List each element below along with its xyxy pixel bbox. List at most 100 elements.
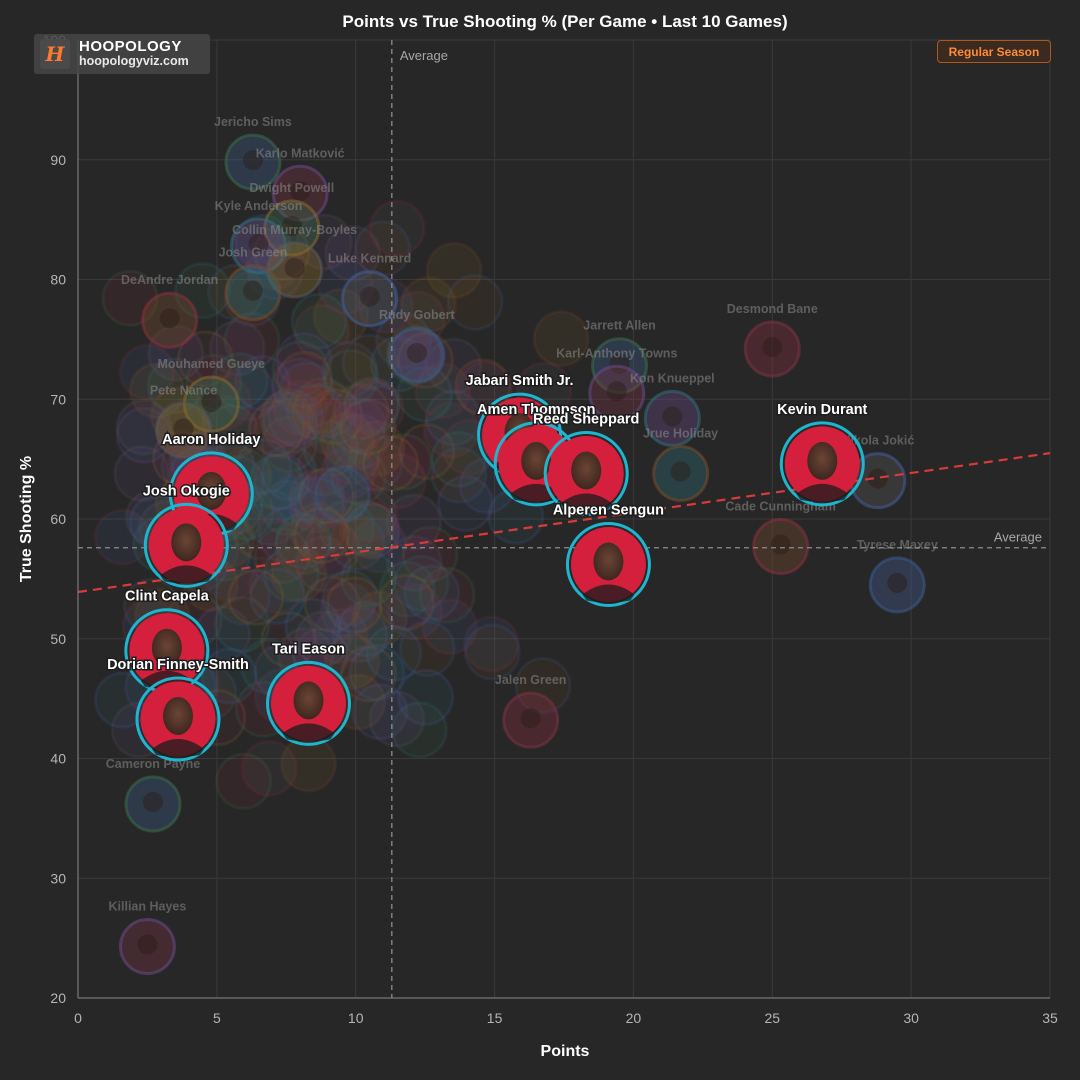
cloud-dot: [351, 683, 409, 741]
cloud-dot: [365, 624, 423, 682]
player-headshot-icon: [807, 441, 838, 480]
player-point: [868, 556, 926, 614]
cloud-dot: [223, 311, 281, 369]
cloud-dot: [321, 341, 379, 399]
cloud-dot: [302, 420, 360, 478]
cloud-dot: [260, 415, 318, 473]
player-label: Tyrese Maxey: [857, 538, 938, 552]
logo-name: HOOPOLOGY: [79, 38, 182, 55]
player-point: [643, 389, 701, 447]
player-headshot-icon: [242, 280, 263, 301]
highlighted-player-point: Tari Eason: [266, 640, 352, 746]
jersey-icon: [160, 565, 213, 584]
cloud-dot: [368, 690, 426, 748]
cloud-dot: [211, 352, 269, 410]
cloud-dot: [436, 475, 494, 533]
cloud-dot: [248, 399, 306, 457]
cloud-dot: [234, 354, 292, 412]
cloud-dot: [271, 340, 329, 398]
player-headshot-icon: [606, 381, 627, 402]
player-label: Jericho Sims: [214, 115, 292, 129]
player-headshot-icon: [242, 150, 263, 171]
cloud-dot: [328, 513, 386, 571]
highlighted-player-point: Josh Okogie: [141, 482, 231, 588]
cloud-dot: [269, 471, 327, 529]
y-tick-label: 50: [50, 631, 66, 647]
cloud-dot: [303, 575, 361, 633]
x-tick-label: 30: [903, 1010, 919, 1026]
player-point: [224, 133, 282, 191]
player-point: [652, 444, 710, 502]
player-headshot-icon: [770, 534, 791, 555]
highlighted-player-label: Kevin Durant: [777, 402, 867, 418]
highlighted-player-label: Reed Sheppard: [533, 411, 639, 427]
cloud-dot: [294, 535, 352, 593]
highlight-ring: [143, 502, 229, 588]
player-headshot-icon: [293, 681, 324, 720]
player-point: [743, 320, 801, 378]
highlighted-player-point: Alperen Sengun: [551, 501, 666, 608]
season-badge[interactable]: Regular Season: [937, 40, 1051, 63]
player-label: Kyle Anderson: [215, 199, 303, 213]
cloud-dot: [296, 439, 354, 497]
player-point: [271, 164, 329, 222]
cloud-dot: [330, 412, 388, 470]
cloud-dot: [297, 467, 355, 525]
trendline: [78, 452, 1050, 594]
player-headshot-icon: [593, 542, 624, 581]
player-headshot-icon: [571, 451, 602, 490]
cloud-dot: [300, 380, 358, 438]
cloud-dot: [232, 503, 290, 561]
player-point: [118, 918, 176, 976]
cloud-dot: [293, 506, 351, 564]
player-point: [263, 199, 321, 257]
cloud-dot: [314, 464, 372, 522]
chart-title: Points vs True Shooting % (Per Game • La…: [342, 12, 787, 31]
cloud-dot: [274, 518, 332, 576]
cloud-dot: [253, 402, 311, 460]
cloud-dot: [286, 382, 344, 440]
jersey-icon: [796, 483, 849, 502]
player-point: [588, 364, 646, 422]
cloud-dot: [321, 569, 379, 627]
cloud-dot: [343, 376, 401, 434]
jersey-icon: [282, 723, 335, 742]
cloud-dot: [331, 605, 389, 663]
cloud-dot: [347, 380, 405, 438]
player-headshot-icon: [867, 468, 888, 489]
player-label: Jarrett Allen: [583, 319, 655, 333]
player-headshot-icon: [142, 792, 163, 813]
cloud-dot: [240, 739, 298, 797]
cloud-dot: [253, 527, 311, 585]
cloud-dot: [293, 303, 351, 361]
cloud-dot: [342, 501, 400, 559]
player-point: [388, 326, 446, 384]
player-headshot-icon: [173, 418, 194, 439]
cloud-dot: [304, 399, 362, 457]
highlight-ring: [565, 522, 651, 608]
x-tick-label: 0: [74, 1010, 82, 1026]
cloud-dot: [398, 423, 456, 481]
highlight-ring: [266, 660, 352, 746]
cloud-dot: [386, 328, 444, 386]
cloud-dot: [390, 701, 448, 759]
cloud-dot: [214, 568, 272, 626]
player-label: Mouhamed Gueye: [157, 357, 265, 371]
highlighted-player-point: Reed Sheppard: [532, 410, 641, 516]
player-headshot-icon: [359, 286, 380, 307]
player-label: Desmond Bane: [727, 302, 818, 316]
cloud-dot: [322, 348, 380, 406]
cloud-dot: [261, 397, 319, 455]
cloud-dot: [113, 445, 171, 503]
player-label: DeAndre Jordan: [121, 273, 218, 287]
cloud-dot: [346, 434, 404, 492]
highlighted-player-label: Dorian Finney-Smith: [107, 657, 249, 673]
cloud-dot: [320, 443, 378, 501]
player-headshot-icon: [171, 523, 202, 562]
player-headshot-icon: [151, 628, 182, 667]
cloud-dot: [421, 598, 479, 656]
cloud-dot: [174, 262, 232, 320]
player-label: Jrue Holiday: [643, 426, 718, 440]
cloud-dot: [398, 620, 456, 678]
cloud-dot: [306, 388, 364, 446]
